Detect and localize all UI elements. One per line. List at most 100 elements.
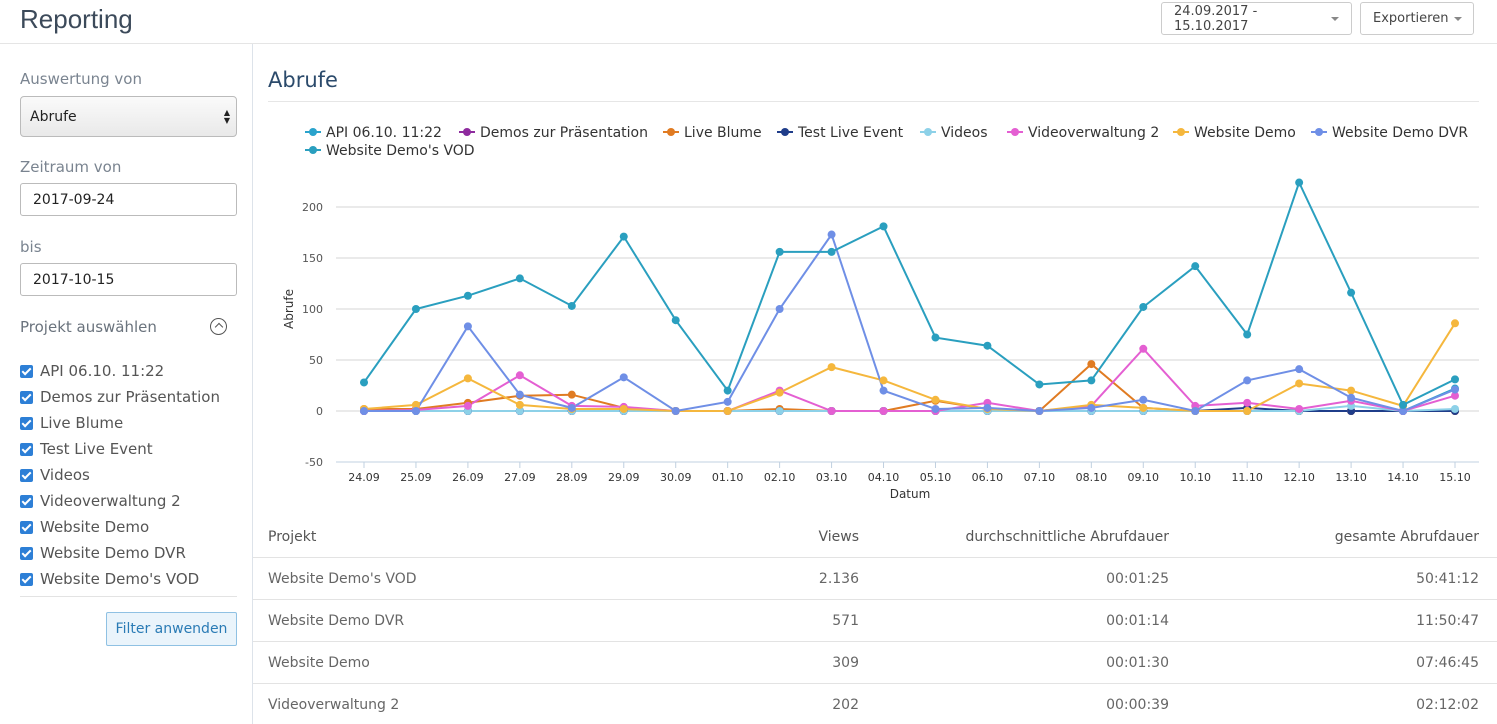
data-point — [515, 407, 524, 415]
project-label: Website Demo's VOD — [40, 570, 200, 588]
col-header-total-duration[interactable]: gesamte Abrufdauer — [1334, 529, 1479, 545]
x-tick-label: 05.10 — [920, 471, 952, 484]
data-point — [931, 395, 940, 404]
data-point — [1399, 400, 1408, 409]
data-point — [1087, 360, 1096, 369]
checkbox-checked[interactable] — [20, 390, 33, 404]
project-checkbox-item[interactable]: Live Blume — [20, 410, 237, 436]
data-point — [619, 232, 628, 241]
data-point — [671, 407, 680, 415]
data-point — [1035, 407, 1044, 415]
project-checkbox-item[interactable]: Videos — [20, 462, 237, 488]
to-date-input[interactable]: 2017-10-15 — [20, 263, 237, 296]
project-checkbox-item[interactable]: Website Demo — [20, 514, 237, 540]
checkbox-checked[interactable] — [20, 494, 33, 508]
data-point — [827, 247, 836, 256]
cell-total-duration: 07:46:45 — [1416, 655, 1479, 671]
x-tick-label: 15.10 — [1439, 471, 1471, 484]
data-point — [515, 400, 524, 409]
x-tick-label: 04.10 — [868, 471, 900, 484]
cell-project: Website Demo's VOD — [268, 571, 417, 587]
data-point — [879, 407, 888, 415]
data-point — [360, 407, 368, 415]
y-axis-title: Abrufe — [282, 289, 296, 329]
checkbox-checked[interactable] — [20, 572, 33, 586]
data-point — [1295, 379, 1304, 388]
data-point — [515, 371, 524, 380]
data-point — [1243, 407, 1252, 415]
date-range-dropdown[interactable]: 24.09.2017 - 15.10.2017 — [1161, 2, 1352, 35]
data-point — [1451, 375, 1459, 384]
checkbox-checked[interactable] — [20, 416, 33, 430]
chevron-up-circle-icon[interactable] — [210, 318, 227, 335]
x-tick-label: 08.10 — [1076, 471, 1108, 484]
data-point — [1451, 391, 1459, 400]
legend-item: Website Demo — [1194, 125, 1296, 141]
filter-sidebar: Auswertung von Abrufe ▲ ▼ Zeitraum von 20… — [0, 44, 253, 724]
data-point — [515, 274, 524, 283]
legend-marker-dot — [924, 128, 932, 136]
export-dropdown[interactable]: Exportieren — [1360, 2, 1474, 35]
from-date-input[interactable]: 2017-09-24 — [20, 183, 237, 216]
col-header-avg-duration[interactable]: durchschnittliche Abrufdauer — [965, 529, 1169, 545]
apply-filter-button[interactable]: Filter anwenden — [106, 612, 237, 646]
legend-item: Videos — [941, 125, 988, 141]
data-point — [619, 373, 628, 382]
col-header-views[interactable]: Views — [818, 529, 859, 545]
data-point — [931, 333, 940, 342]
project-checkbox-item[interactable]: API 06.10. 11:22 — [20, 358, 237, 384]
cell-views: 571 — [832, 613, 859, 629]
cell-avg-duration: 00:01:25 — [1106, 571, 1169, 587]
cell-views: 202 — [832, 697, 859, 713]
data-point — [879, 386, 888, 395]
cell-total-duration: 02:12:02 — [1416, 697, 1479, 713]
legend-item: Videoverwaltung 2 — [1028, 125, 1159, 141]
section-title: Abrufe — [268, 68, 338, 92]
data-point — [723, 397, 732, 406]
top-bar: Reporting 24.09.2017 - 15.10.2017 Export… — [0, 0, 1497, 44]
data-point — [463, 374, 472, 383]
cell-avg-duration: 00:01:14 — [1106, 613, 1169, 629]
data-point — [1295, 365, 1304, 374]
to-label: bis — [20, 238, 42, 256]
cell-project: Website Demo DVR — [268, 613, 405, 629]
y-tick-label: 100 — [302, 303, 323, 316]
evaluation-value: Abrufe — [30, 108, 77, 125]
y-tick-label: 0 — [316, 405, 323, 418]
checkbox-checked[interactable] — [20, 546, 33, 560]
project-checkbox-item[interactable]: Videoverwaltung 2 — [20, 488, 237, 514]
legend-item: Demos zur Präsentation — [480, 125, 648, 141]
cell-total-duration: 50:41:12 — [1416, 571, 1479, 587]
data-point — [775, 247, 784, 256]
data-point — [879, 376, 888, 385]
legend-marker-dot — [309, 128, 317, 136]
x-tick-label: 12.10 — [1283, 471, 1315, 484]
project-checkbox-item[interactable]: Website Demo's VOD — [20, 566, 237, 592]
project-checkbox-item[interactable]: Website Demo DVR — [20, 540, 237, 566]
data-point — [1295, 178, 1304, 187]
data-point — [1347, 386, 1356, 395]
legend-marker-dot — [781, 128, 789, 136]
from-date-value: 2017-09-24 — [33, 191, 115, 208]
checkbox-checked[interactable] — [20, 468, 33, 482]
projects-label: Projekt auswählen — [20, 318, 157, 336]
project-checkbox-item[interactable]: Demos zur Präsentation — [20, 384, 237, 410]
project-label: Demos zur Präsentation — [40, 388, 220, 406]
legend-marker-dot — [1177, 128, 1185, 136]
checkbox-checked[interactable] — [20, 364, 33, 378]
data-point — [411, 407, 420, 415]
data-point — [360, 378, 368, 387]
checkbox-checked[interactable] — [20, 442, 33, 456]
col-header-project[interactable]: Projekt — [268, 529, 317, 545]
data-point — [1139, 302, 1148, 311]
projects-table: Projekt Views durchschnittliche Abrufdau… — [253, 516, 1497, 724]
evaluation-select[interactable]: Abrufe ▲ ▼ — [20, 96, 237, 137]
project-label: Live Blume — [40, 414, 124, 432]
x-tick-label: 13.10 — [1335, 471, 1367, 484]
caret-down-icon — [1454, 16, 1463, 21]
data-point — [1347, 288, 1356, 297]
project-checkbox-item[interactable]: Test Live Event — [20, 436, 237, 462]
x-tick-label: 24.09 — [348, 471, 380, 484]
checkbox-checked[interactable] — [20, 520, 33, 534]
data-point — [775, 407, 784, 415]
